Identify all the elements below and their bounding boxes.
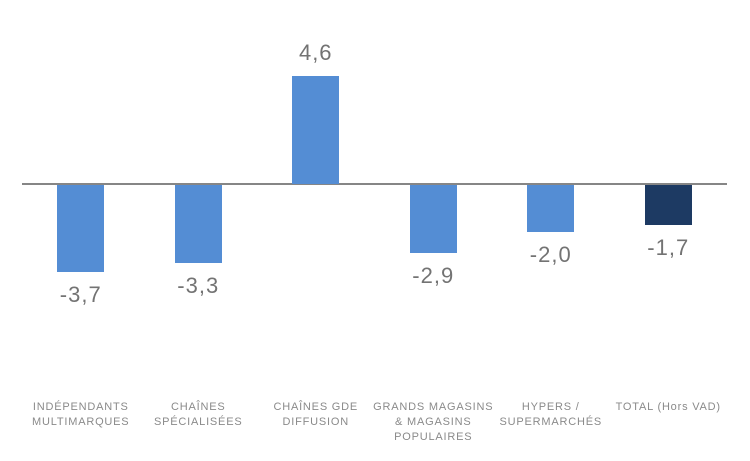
bar-chaines-gde-diffusion xyxy=(292,76,339,184)
category-label-line: SUPERMARCHÉS xyxy=(499,416,602,428)
x-axis-line xyxy=(22,183,727,185)
category-label-independants-multimarques: INDÉPENDANTS MULTIMARQUES xyxy=(6,400,156,430)
category-label-line: INDÉPENDANTS xyxy=(32,401,129,413)
category-label-line: & MAGASINS xyxy=(395,416,472,428)
value-label-grands-magasins-magasins-populaires: -2,9 xyxy=(412,263,455,288)
category-label-line: CHAÎNES GDE xyxy=(273,401,359,413)
category-label-line: CHAÎNES xyxy=(171,401,226,413)
bar-total-hors-vad xyxy=(645,185,692,225)
category-label-line: TOTAL (Hors VAD) xyxy=(615,401,721,413)
bar-independants-multimarques xyxy=(57,185,104,272)
category-label-total-hors-vad: TOTAL (Hors VAD) xyxy=(593,400,743,415)
category-label-line: SPÉCIALISÉES xyxy=(154,416,243,428)
category-label-line: POPULAIRES xyxy=(394,431,473,443)
category-label-line: HYPERS / xyxy=(521,401,580,413)
category-label-chaines-specialisees: CHAÎNES SPÉCIALISÉES xyxy=(123,400,273,430)
category-label-line: DIFFUSION xyxy=(282,416,349,428)
value-label-total-hors-vad: -1,7 xyxy=(647,235,690,260)
bar-hypers-supermarches xyxy=(527,185,574,232)
category-label-line: GRANDS MAGASINS xyxy=(373,401,494,413)
value-label-hypers-supermarches: -2,0 xyxy=(529,242,572,267)
category-label-line: MULTIMARQUES xyxy=(32,416,130,428)
bar-chaines-specialisees xyxy=(175,185,222,263)
category-label-chaines-gde-diffusion: CHAÎNES GDE DIFFUSION xyxy=(241,400,391,430)
category-label-hypers-supermarches: HYPERS / SUPERMARCHÉS xyxy=(476,400,626,430)
category-label-grands-magasins-magasins-populaires: GRANDS MAGASINS & MAGASINS POPULAIRES xyxy=(358,400,508,445)
value-label-chaines-specialisees: -3,3 xyxy=(177,273,220,298)
value-label-chaines-gde-diffusion: 4,6 xyxy=(298,40,333,65)
value-label-independants-multimarques: -3,7 xyxy=(59,282,102,307)
bar-grands-magasins-magasins-populaires xyxy=(410,185,457,253)
